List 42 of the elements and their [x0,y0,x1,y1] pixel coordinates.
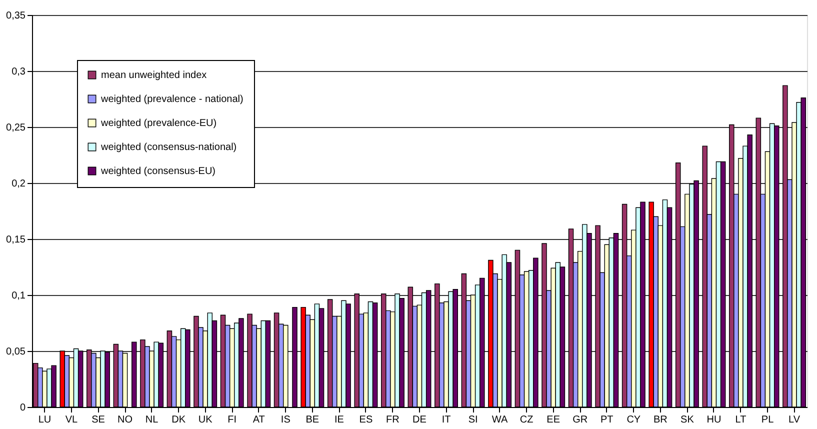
x-tick-label: PT [600,414,614,426]
x-tick-label: IT [442,414,451,426]
x-tick-label: IE [334,414,344,426]
x-tick-label: SI [468,414,478,426]
x-tick-label: UK [198,414,213,426]
y-tick-label: 0 [20,402,26,414]
y-tick-label: 0,35 [6,10,26,22]
legend-label: weighted (consensus-EU) [100,166,216,177]
x-tick-label: GR [572,414,588,426]
x-tick-label: IS [280,414,291,426]
x-tick-label: AT [252,414,265,426]
legend-label: mean unweighted index [101,70,207,81]
x-tick-label: SK [680,414,694,426]
y-tick-label: 0,2 [12,178,26,190]
y-tick-label: 0,05 [6,346,26,358]
x-tick-label: FR [386,414,400,426]
legend-label: weighted (consensus-national) [100,142,237,153]
x-tick-label: WA [492,414,508,426]
x-tick-label: NO [118,414,133,426]
y-tick-label: 0,1 [12,290,26,302]
x-tick-label: DK [172,414,186,426]
y-tick-label: 0,15 [6,234,26,246]
x-tick-label: LU [38,414,52,426]
x-tick-label: ES [359,414,373,426]
x-tick-label: DE [412,414,427,426]
x-tick-label: VL [65,414,78,426]
x-tick-label: BR [653,414,668,426]
x-tick-label: LT [735,414,746,426]
x-tick-label: BE [306,414,320,426]
y-tick-label: 0,25 [6,122,26,134]
x-tick-label: SE [92,414,106,426]
x-tick-label: NL [145,414,159,426]
legend-label: weighted (prevalence-EU) [100,118,217,129]
x-tick-label: FI [228,414,237,426]
x-tick-label: CY [626,414,641,426]
legend-label: weighted (prevalence - national) [100,94,244,105]
x-tick-label: HU [706,414,722,426]
y-tick-label: 0,3 [12,66,26,78]
x-tick-label: LV [788,414,800,426]
x-tick-label: CZ [520,414,534,426]
x-tick-label: EE [546,414,560,426]
x-tick-label: PL [761,414,774,426]
